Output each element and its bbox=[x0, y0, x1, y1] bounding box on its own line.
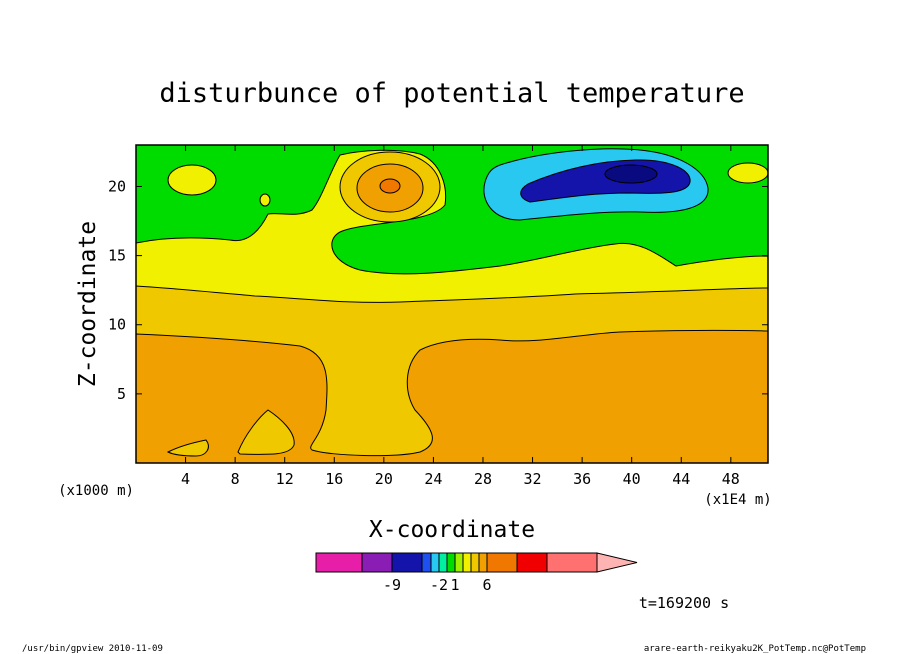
x-tick-label: 28 bbox=[474, 470, 492, 488]
colorbar-segment bbox=[454, 552, 464, 573]
colorbar-segment bbox=[361, 552, 393, 573]
colorbar-segment bbox=[486, 552, 518, 573]
x-unit-right: (x1E4 m) bbox=[704, 492, 771, 508]
colorbar-segment bbox=[470, 552, 480, 573]
x-tick-label: 16 bbox=[325, 470, 343, 488]
footer-right: arare-earth-reikyaku2K_PotTemp.nc@PotTem… bbox=[644, 644, 866, 654]
region-level-orange bbox=[136, 329, 768, 463]
colorbar-segment bbox=[438, 552, 448, 573]
plot-frame bbox=[135, 144, 769, 464]
y-axis: 5 10 15 20 bbox=[108, 177, 768, 403]
region-gold-bump-1 bbox=[237, 409, 295, 455]
time-label: t=169200 s bbox=[639, 594, 729, 612]
x-tick-label: 20 bbox=[375, 470, 393, 488]
region-yellow-blob-1 bbox=[167, 164, 217, 196]
x-tick-label: 40 bbox=[623, 470, 641, 488]
colorbar-segment bbox=[315, 552, 363, 573]
x-unit-left: (x1000 m) bbox=[58, 483, 134, 499]
x-axis: 4 8 12 16 20 24 28 32 36 40 44 48 bbox=[181, 145, 740, 488]
y-tick-label: 10 bbox=[108, 316, 126, 334]
colorbar: -9 -2 1 6 bbox=[315, 552, 638, 594]
y-tick-label: 20 bbox=[108, 177, 126, 195]
x-tick-label: 32 bbox=[524, 470, 542, 488]
x-tick-label: 4 bbox=[181, 470, 190, 488]
y-tick-label: 15 bbox=[108, 247, 126, 265]
colorbar-segment bbox=[516, 552, 548, 573]
region-gold-bump-2 bbox=[166, 439, 209, 457]
colorbar-tick-label: 6 bbox=[482, 576, 491, 594]
colorbar-segment bbox=[430, 552, 440, 573]
footer-left: /usr/bin/gpview 2010-11-09 bbox=[22, 644, 163, 654]
x-tick-label: 44 bbox=[672, 470, 690, 488]
colorbar-extend-arrow bbox=[596, 552, 638, 573]
x-tick-label: 48 bbox=[722, 470, 740, 488]
chart-title: disturbunce of potential temperature bbox=[159, 78, 744, 109]
region-yellow-blob-2 bbox=[727, 162, 768, 184]
y-axis-label: Z-coordinate bbox=[75, 221, 101, 387]
region-yellow-blob-3 bbox=[259, 193, 271, 207]
x-axis-label: X-coordinate bbox=[369, 517, 535, 543]
x-tick-label: 8 bbox=[231, 470, 240, 488]
plot-area bbox=[135, 144, 769, 464]
warm-core-rings bbox=[339, 151, 441, 223]
colorbar-segment bbox=[478, 552, 488, 573]
colorbar-segment bbox=[421, 552, 432, 573]
y-tick-label: 5 bbox=[117, 385, 126, 403]
colorbar-tick-label: -2 bbox=[430, 576, 448, 594]
colorbar-segment bbox=[391, 552, 423, 573]
colorbar-segment bbox=[446, 552, 456, 573]
x-tick-label: 24 bbox=[424, 470, 442, 488]
colorbar-tick-label: 1 bbox=[450, 576, 459, 594]
colorbar-tick-label: -9 bbox=[383, 576, 401, 594]
colorbar-segment bbox=[546, 552, 598, 573]
x-tick-label: 12 bbox=[276, 470, 294, 488]
colorbar-segment bbox=[462, 552, 472, 573]
region-cold-core bbox=[604, 164, 658, 184]
x-tick-label: 36 bbox=[573, 470, 591, 488]
